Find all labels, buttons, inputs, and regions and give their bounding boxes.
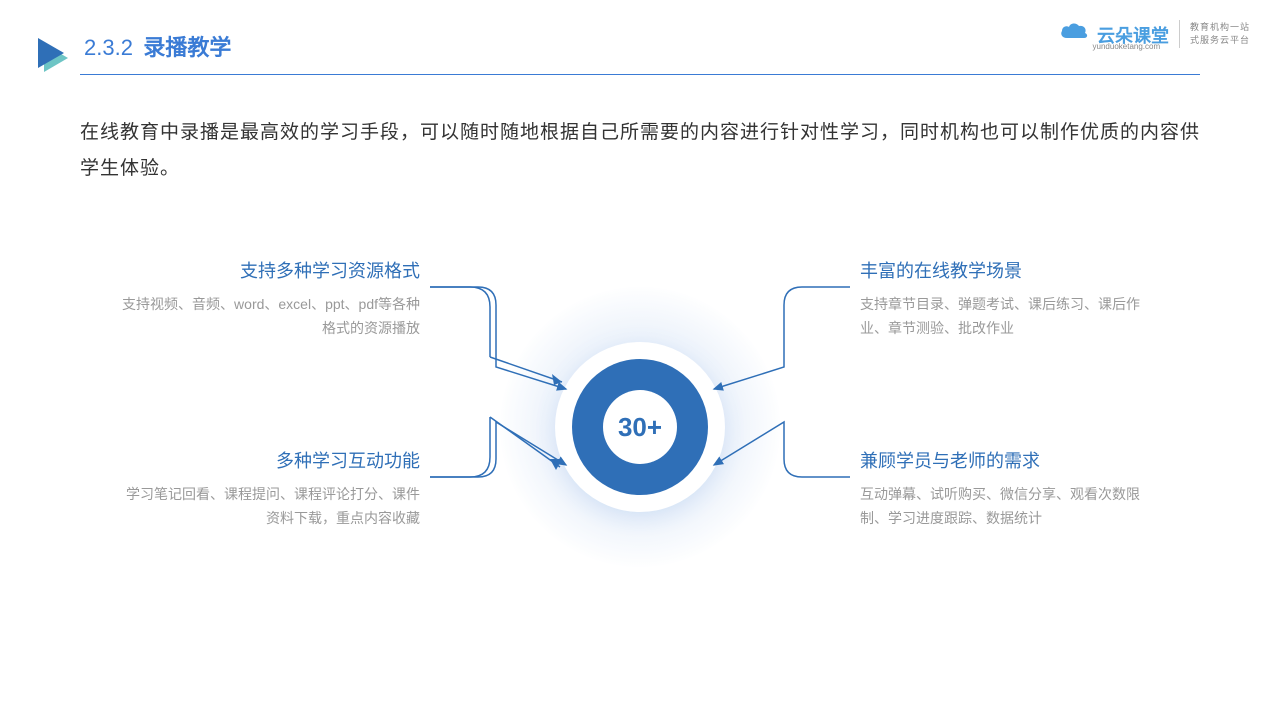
- feature-desc: 支持视频、音频、word、excel、ppt、pdf等各种格式的资源播放: [120, 293, 420, 341]
- tagline-line1: 教育机构一站: [1190, 21, 1250, 34]
- feature-top-left: 支持多种学习资源格式 支持视频、音频、word、excel、ppt、pdf等各种…: [120, 257, 420, 341]
- feature-title: 多种学习互动功能: [120, 447, 420, 473]
- section-title: 录播教学: [143, 35, 231, 60]
- feature-title: 丰富的在线教学场景: [860, 257, 1160, 283]
- feature-desc: 互动弹幕、试听购买、微信分享、观看次数限制、学习进度跟踪、数据统计: [860, 483, 1160, 531]
- tagline-line2: 式服务云平台: [1190, 34, 1250, 47]
- brand-logo: 云朵课堂 yunduoketang.com 教育机构一站 式服务云平台: [1059, 20, 1250, 48]
- logo-divider: [1179, 20, 1180, 48]
- feature-top-right: 丰富的在线教学场景 支持章节目录、弹题考试、课后练习、课后作业、章节测验、批改作…: [860, 257, 1160, 341]
- feature-title: 兼顾学员与老师的需求: [860, 447, 1160, 473]
- brand-url: yunduoketang.com: [1093, 42, 1161, 51]
- feature-desc: 学习笔记回看、课程提问、课程评论打分、课件资料下载，重点内容收藏: [120, 483, 420, 531]
- cloud-icon: [1059, 20, 1089, 42]
- play-icon: [38, 38, 76, 83]
- feature-desc: 支持章节目录、弹题考试、课后练习、课后作业、章节测验、批改作业: [860, 293, 1160, 341]
- section-number: 2.3.2: [84, 35, 133, 60]
- feature-title: 支持多种学习资源格式: [120, 257, 420, 283]
- header-divider: [80, 74, 1200, 75]
- feature-bottom-right: 兼顾学员与老师的需求 互动弹幕、试听购买、微信分享、观看次数限制、学习进度跟踪、…: [860, 447, 1160, 531]
- feature-bottom-left: 多种学习互动功能 学习笔记回看、课程提问、课程评论打分、课件资料下载，重点内容收…: [120, 447, 420, 531]
- intro-text: 在线教育中录播是最高效的学习手段，可以随时随地根据自己所需要的内容进行针对性学习…: [0, 75, 1280, 187]
- feature-diagram: 30+ 支持多种学习资源格式 支持视频、音频、word、: [0, 217, 1280, 637]
- badge-value: 30+: [603, 390, 677, 464]
